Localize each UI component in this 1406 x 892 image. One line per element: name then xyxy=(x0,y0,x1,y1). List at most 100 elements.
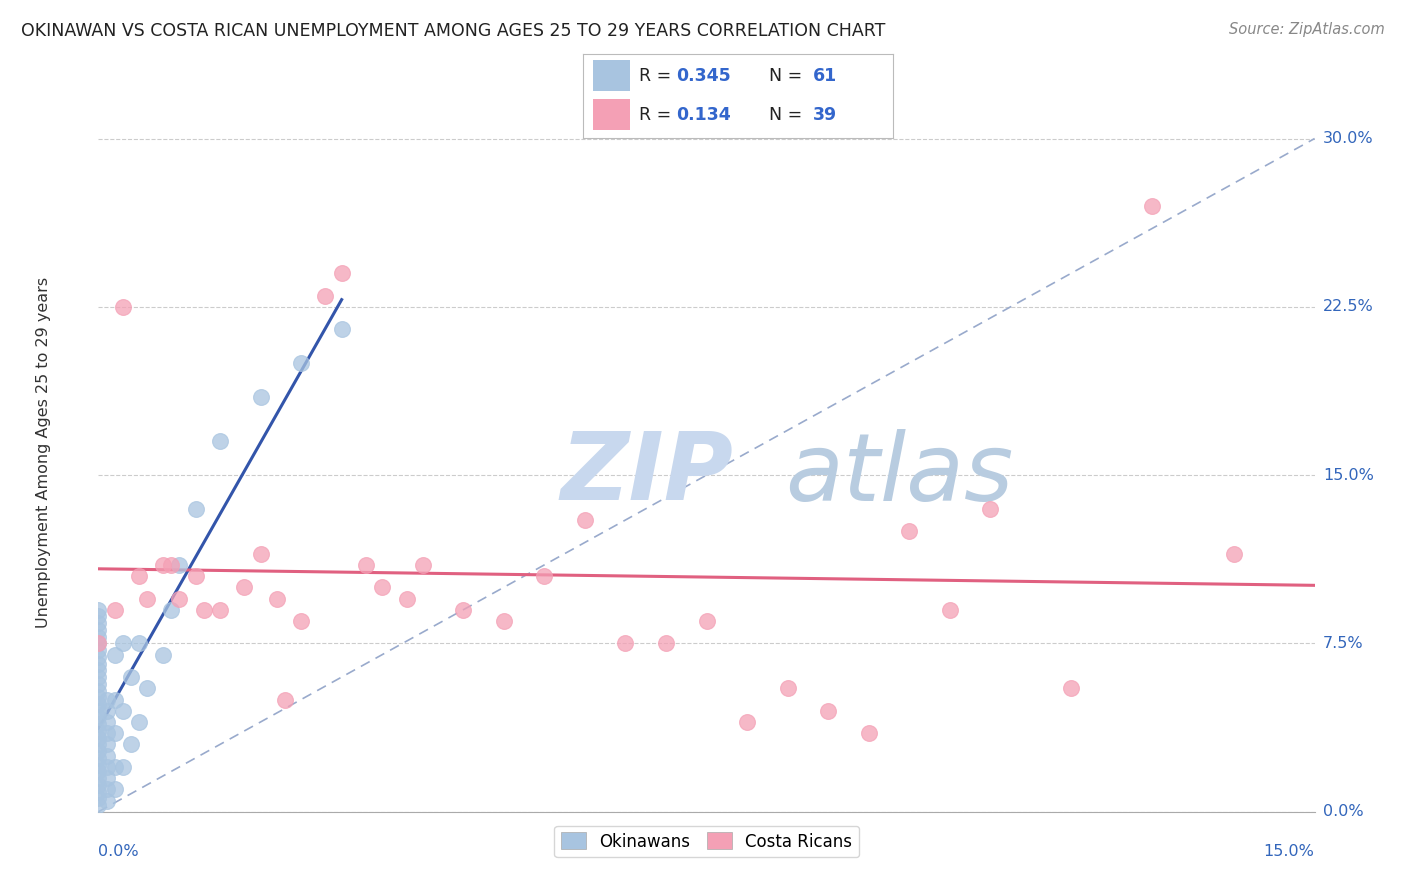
Point xyxy=(87,649,110,664)
Point xyxy=(104,603,127,617)
Point xyxy=(104,726,127,740)
Point xyxy=(87,630,110,644)
Text: 0.134: 0.134 xyxy=(676,105,731,123)
Point xyxy=(858,726,880,740)
Text: N =: N = xyxy=(769,105,808,123)
Point xyxy=(314,288,336,302)
Text: 0.0%: 0.0% xyxy=(98,844,139,859)
Point xyxy=(354,558,377,572)
Legend: Okinawans, Costa Ricans: Okinawans, Costa Ricans xyxy=(554,826,859,857)
Point xyxy=(193,603,215,617)
Point xyxy=(96,748,118,763)
Point xyxy=(87,784,110,798)
Point xyxy=(614,636,637,650)
Point xyxy=(96,714,118,729)
Point xyxy=(87,677,110,691)
Text: Source: ZipAtlas.com: Source: ZipAtlas.com xyxy=(1229,22,1385,37)
Point xyxy=(412,558,434,572)
Point xyxy=(87,704,110,718)
Point xyxy=(96,782,118,797)
Point xyxy=(128,569,150,583)
Text: 15.0%: 15.0% xyxy=(1323,467,1374,483)
Point xyxy=(330,322,353,336)
Point xyxy=(87,771,110,785)
Text: 15.0%: 15.0% xyxy=(1264,844,1315,859)
Point xyxy=(939,603,962,617)
Point xyxy=(574,513,596,527)
Point xyxy=(87,778,110,792)
Point xyxy=(136,681,159,696)
Point xyxy=(330,266,353,280)
Point xyxy=(87,636,110,650)
Point xyxy=(104,760,127,774)
Text: 39: 39 xyxy=(813,105,837,123)
Point xyxy=(104,782,127,797)
Point xyxy=(87,616,110,631)
Bar xyxy=(593,61,630,91)
Point xyxy=(1222,547,1244,561)
Point xyxy=(96,760,118,774)
Text: ZIP: ZIP xyxy=(561,428,734,520)
Point xyxy=(776,681,799,696)
Point xyxy=(87,751,110,765)
Point xyxy=(87,603,110,617)
Point xyxy=(817,704,839,718)
Text: Unemployment Among Ages 25 to 29 years: Unemployment Among Ages 25 to 29 years xyxy=(37,277,51,628)
Text: R =: R = xyxy=(640,67,676,85)
Point xyxy=(87,791,110,805)
Point xyxy=(128,636,150,650)
Point xyxy=(96,771,118,785)
Point xyxy=(898,524,921,539)
Point xyxy=(87,717,110,731)
Point xyxy=(1142,199,1164,213)
Point xyxy=(96,704,118,718)
Point xyxy=(266,591,288,606)
Text: atlas: atlas xyxy=(786,429,1014,520)
Point xyxy=(87,657,110,671)
Point xyxy=(111,760,134,774)
Point xyxy=(96,793,118,807)
Point xyxy=(104,648,127,662)
Point xyxy=(290,356,312,370)
Text: 61: 61 xyxy=(813,67,837,85)
Point xyxy=(87,738,110,752)
Point xyxy=(128,714,150,729)
Point xyxy=(87,764,110,779)
Point xyxy=(735,714,758,729)
Point xyxy=(111,636,134,650)
Point xyxy=(209,603,232,617)
Point xyxy=(371,580,394,594)
Text: R =: R = xyxy=(640,105,676,123)
Point xyxy=(169,591,191,606)
Point xyxy=(87,797,110,812)
Point xyxy=(290,614,312,628)
Point xyxy=(274,692,297,706)
Point xyxy=(87,670,110,684)
Point xyxy=(120,738,142,752)
Point xyxy=(87,731,110,745)
Point xyxy=(152,558,174,572)
Point xyxy=(395,591,418,606)
Text: 7.5%: 7.5% xyxy=(1323,636,1364,651)
Point xyxy=(111,300,134,314)
Point xyxy=(87,683,110,698)
Point xyxy=(87,744,110,758)
Point xyxy=(136,591,159,606)
Point xyxy=(1060,681,1083,696)
Point xyxy=(249,390,271,404)
Text: 0.345: 0.345 xyxy=(676,67,731,85)
Text: 30.0%: 30.0% xyxy=(1323,131,1374,146)
Point xyxy=(184,569,207,583)
Point xyxy=(87,664,110,678)
Point xyxy=(169,558,191,572)
Point xyxy=(152,648,174,662)
Point xyxy=(492,614,515,628)
Text: 22.5%: 22.5% xyxy=(1323,300,1374,314)
Point xyxy=(87,609,110,624)
Point xyxy=(111,704,134,718)
Text: 0.0%: 0.0% xyxy=(1323,805,1364,819)
Point xyxy=(87,690,110,705)
Point xyxy=(87,636,110,650)
Point xyxy=(96,738,118,752)
Point xyxy=(96,726,118,740)
